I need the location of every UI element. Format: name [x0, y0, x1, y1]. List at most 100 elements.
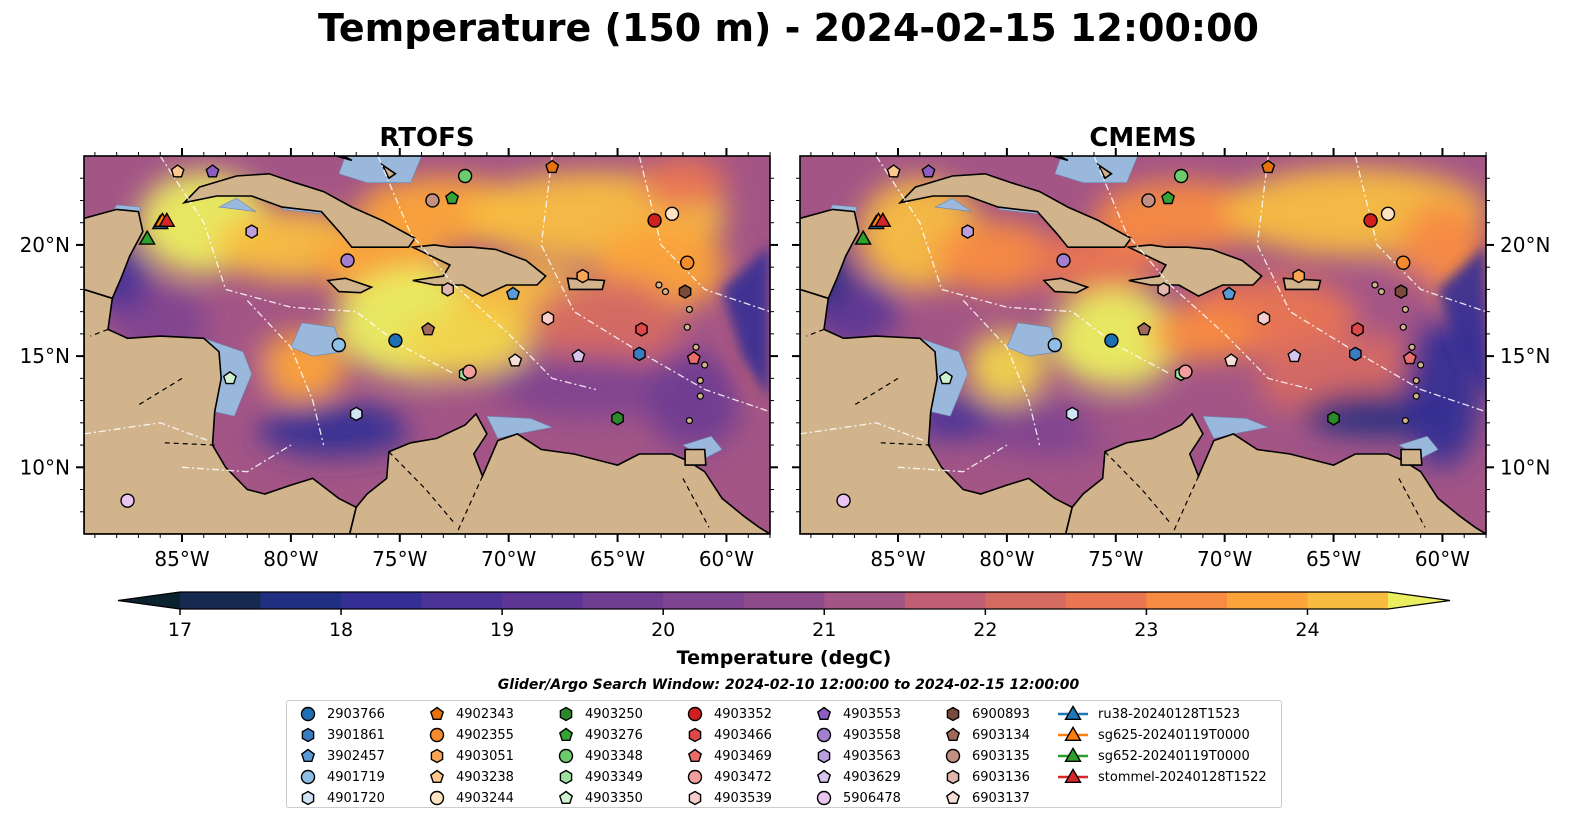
legend: 2903766 3901861 3902457 4901719 4901720 49023…	[286, 700, 1282, 808]
colorbar-tick-label: 21	[812, 619, 836, 641]
legend-item: sg625-20240119T0000	[1056, 725, 1250, 745]
legend-marker-icon	[946, 769, 960, 785]
lon-tick-label: 75°W	[372, 547, 427, 571]
float-4902355	[680, 255, 695, 270]
land-trinidad	[1400, 448, 1423, 466]
legend-marker-icon	[301, 727, 315, 743]
colorbar-tick-label: 24	[1295, 619, 1319, 641]
land-centralAm	[84, 288, 358, 534]
legend-hexagon-icon	[817, 748, 831, 764]
float-4903558	[1056, 253, 1071, 268]
island	[1408, 343, 1416, 351]
legend-label: 4901719	[327, 769, 385, 785]
float-4903469	[1402, 350, 1417, 365]
legend-marker-icon	[816, 769, 832, 784]
land-puertoRico	[566, 277, 606, 291]
float-6903134	[1137, 322, 1152, 336]
lat-tick-label: 20°N	[1500, 233, 1550, 257]
lon-tick-label: 80°W	[979, 547, 1034, 571]
glider-tracks	[138, 212, 176, 245]
legend-triangle-icon	[1064, 747, 1082, 763]
island	[685, 417, 694, 425]
colorbar-max-extend	[1388, 592, 1450, 609]
legend-label: 4903553	[843, 706, 901, 722]
legend-item: 4902355	[426, 725, 514, 745]
legend-marker-icon	[945, 748, 961, 764]
lon-tick-label: 80°W	[263, 547, 318, 571]
legend-marker-icon	[816, 790, 832, 806]
colorbar-bin	[180, 592, 262, 609]
legend-marker-icon	[300, 706, 316, 722]
island	[692, 343, 700, 351]
land-jamaica	[326, 277, 374, 294]
legend-item: 4903469	[684, 746, 772, 766]
float-4903539	[1257, 310, 1271, 326]
legend-marker-icon	[558, 790, 574, 805]
legend-label: 6903134	[972, 727, 1030, 743]
legend-hexagon-icon	[688, 727, 702, 743]
legend-item: 4903466	[684, 725, 772, 745]
legend-label: 4903563	[843, 748, 901, 764]
float-4903250	[1327, 411, 1340, 426]
legend-hexagon-icon	[301, 790, 315, 806]
legend-label: sg652-20240119T0000	[1098, 748, 1250, 764]
legend-item: 4903051	[426, 746, 514, 766]
legend-item: 4903352	[684, 704, 772, 724]
legend-marker-icon	[301, 790, 315, 806]
eez-boundary	[159, 156, 455, 375]
land-bahamas2	[380, 162, 397, 180]
legend-item: sg652-20240119T0000	[1056, 746, 1250, 766]
eez-boundary	[962, 300, 1041, 446]
legend-label: 4903469	[714, 748, 772, 764]
float-4903276	[445, 190, 460, 205]
legend-marker-icon	[1058, 705, 1088, 721]
legend-item: 6903137	[942, 788, 1030, 808]
island	[1371, 281, 1379, 289]
legend-hexagon-icon	[688, 790, 702, 806]
float-6903137	[1224, 353, 1239, 367]
glider-stommel-20240128T1522	[874, 212, 892, 228]
legend-label: 6903135	[972, 748, 1030, 764]
shelf-area	[1006, 322, 1060, 357]
colorbar-bin	[1065, 592, 1147, 609]
legend-item: 4903553	[813, 704, 901, 724]
float-4903466	[1351, 322, 1364, 337]
float-4903051	[576, 268, 589, 284]
legend-label: 6903136	[972, 769, 1030, 785]
colorbar-bin	[1307, 592, 1389, 609]
land-trinidad	[684, 448, 707, 466]
float-4903629	[571, 348, 586, 363]
lat-tick-label: 15°N	[20, 344, 70, 368]
lat-tick-label: 10°N	[1500, 455, 1550, 479]
colorbar-bin	[904, 592, 986, 609]
legend-hexagon-icon	[430, 748, 444, 764]
island	[683, 323, 691, 331]
legend-item: stommel-20240128T1522	[1056, 767, 1267, 787]
map-panels: 85°W 80°W 75°W 70°W 65°W 60°W 20°N 15°N 10°N RTOF…	[20, 123, 1551, 571]
colorbar-tick-label: 19	[490, 619, 514, 641]
colorbar-min-extend	[118, 592, 180, 609]
legend-label: 2903766	[327, 706, 385, 722]
legend-label: 4903051	[456, 748, 514, 764]
legend-label: 4903250	[585, 706, 643, 722]
country-border	[1171, 475, 1200, 534]
country-border	[455, 475, 484, 534]
legend-triangle-icon	[1064, 768, 1082, 784]
land-yucatan	[800, 208, 860, 300]
legend-marker-icon	[300, 748, 316, 763]
legend-item: 5906478	[813, 788, 901, 808]
legend-marker-icon	[945, 790, 961, 805]
shelf-area	[933, 197, 973, 212]
legend-item: 4903350	[555, 788, 643, 808]
float-4903348	[1173, 168, 1189, 184]
float-6903135	[1141, 193, 1156, 208]
legend-item: 3901861	[297, 725, 385, 745]
legend-item: 4903276	[555, 725, 643, 745]
float-4903238	[170, 164, 185, 178]
colorbar-tick-label: 18	[329, 619, 353, 641]
float-4903276	[1161, 190, 1176, 205]
map-frame	[83, 155, 771, 535]
land-cuba	[181, 172, 417, 248]
legend-item: 4903250	[555, 704, 643, 724]
country-border	[1398, 478, 1426, 528]
